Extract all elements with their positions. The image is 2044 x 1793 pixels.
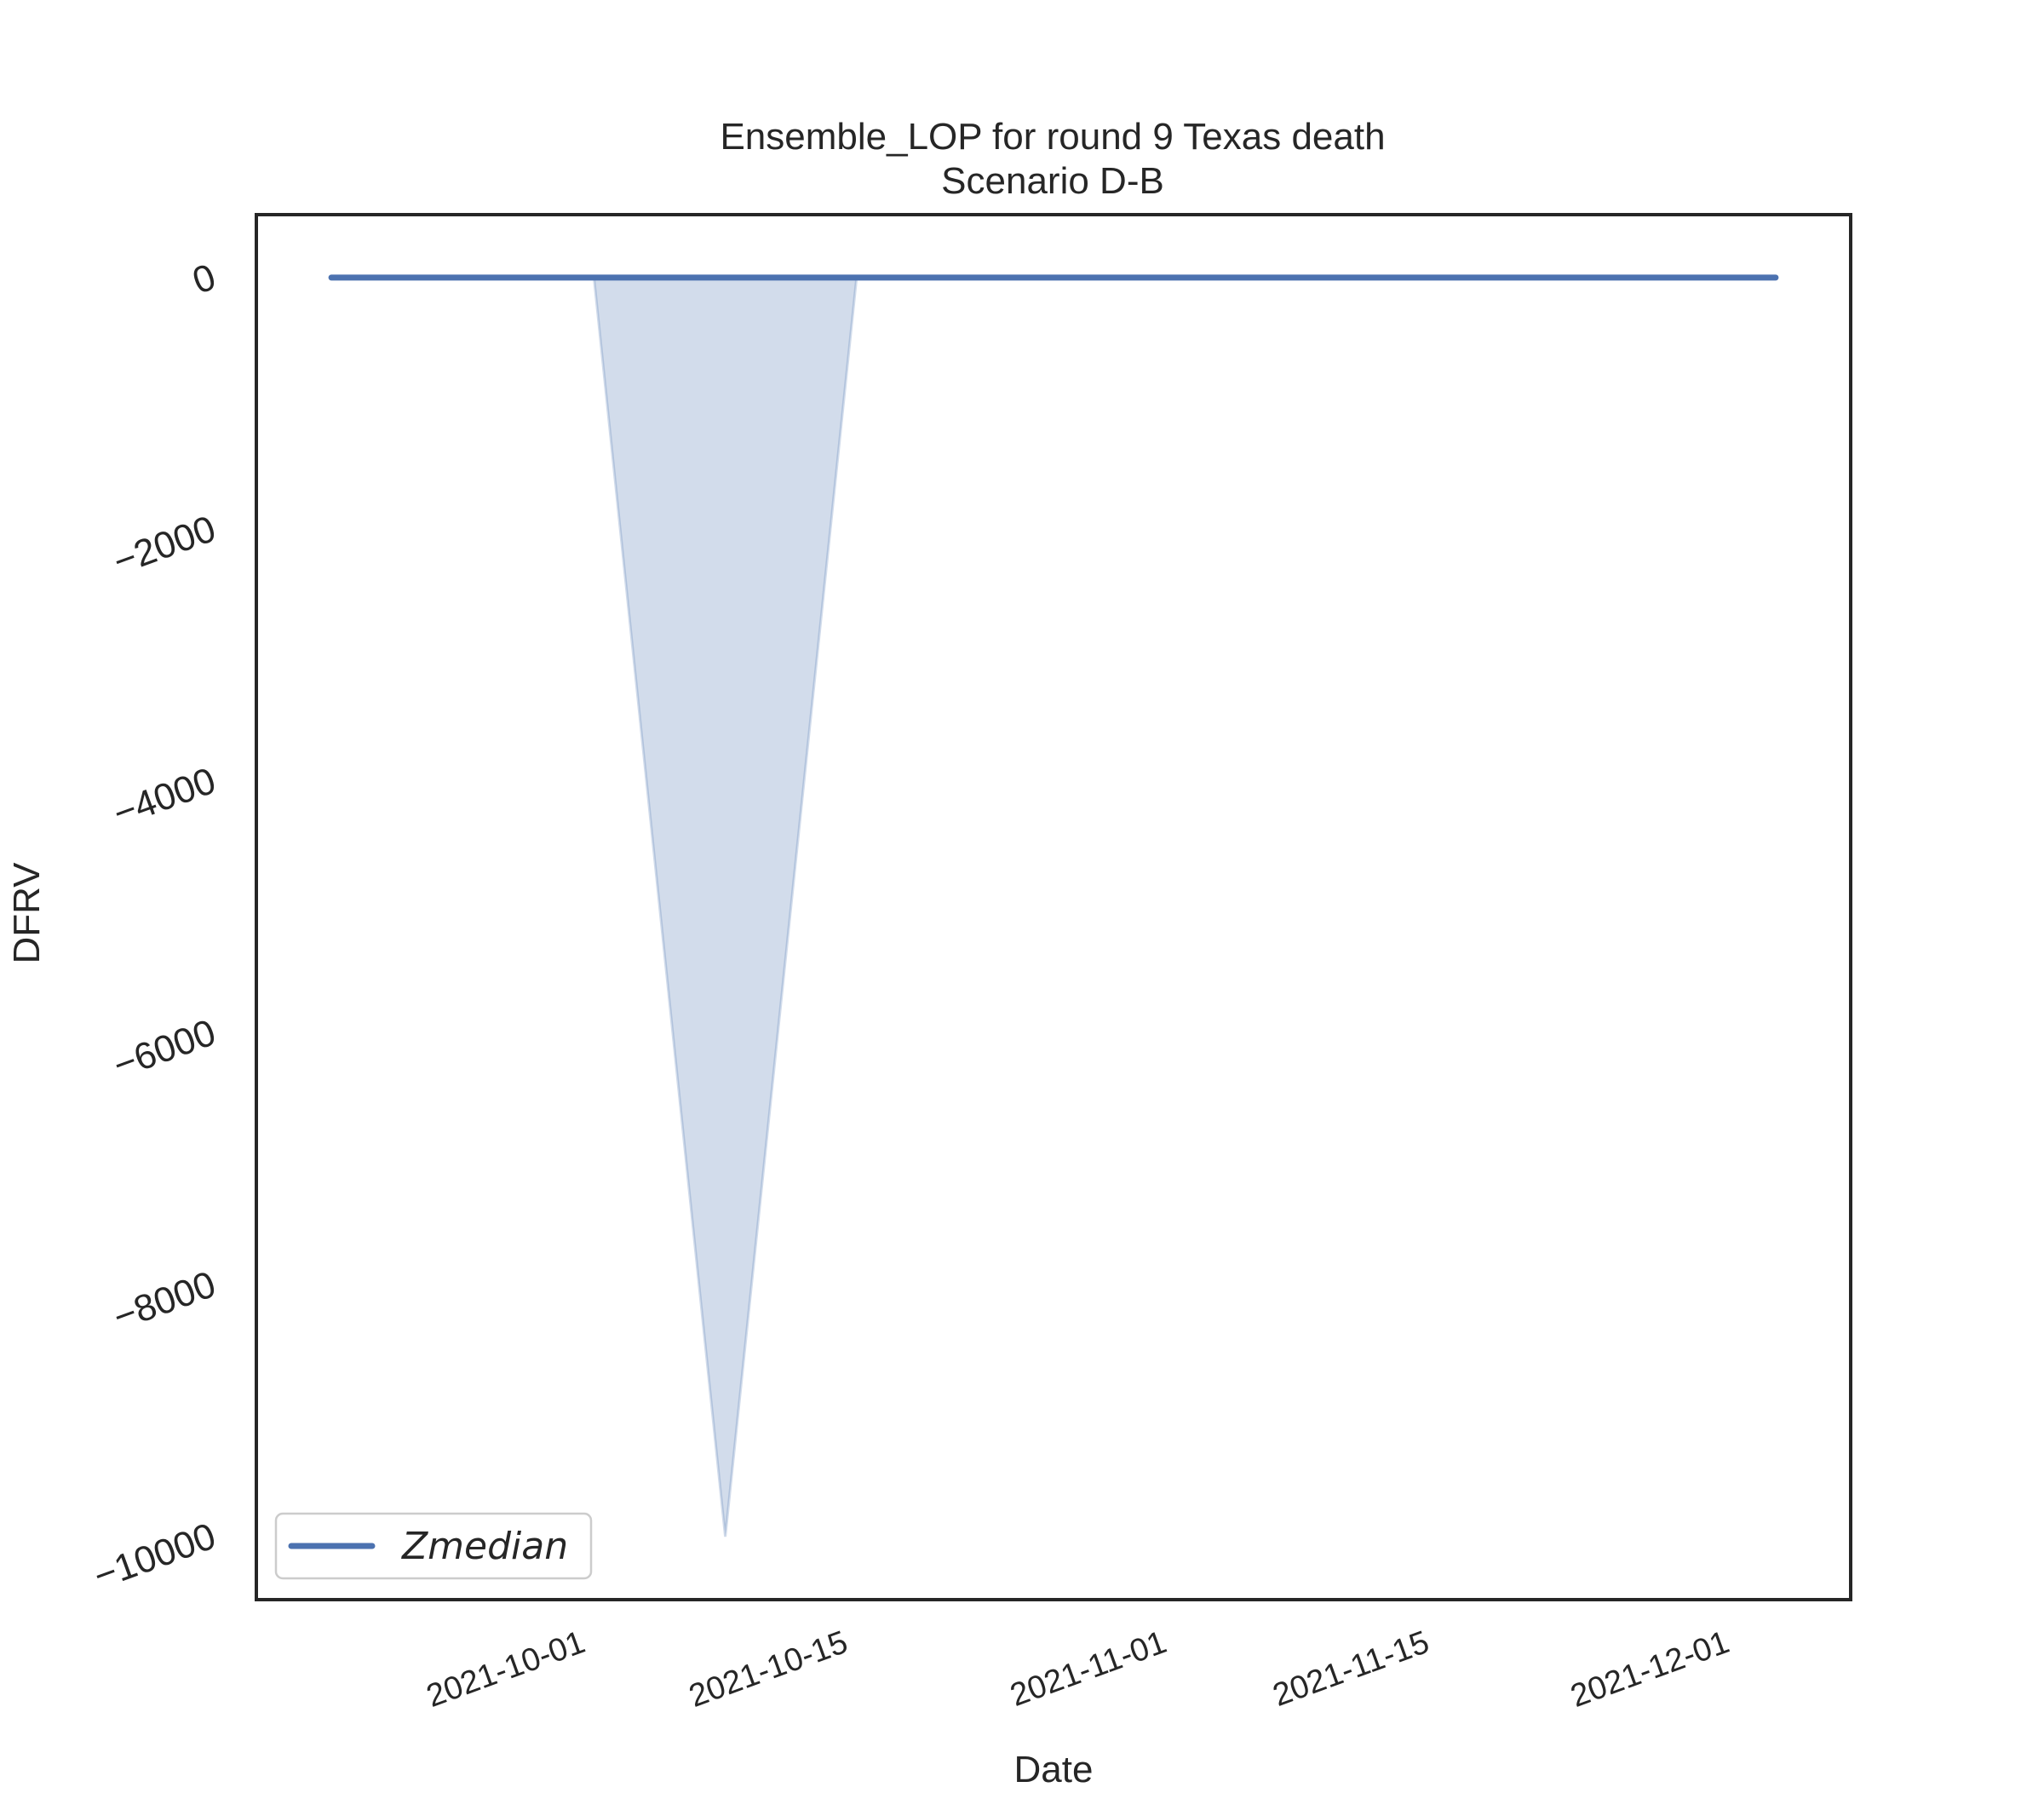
legend-box <box>274 1512 593 1580</box>
legend-label-zmedian: Zmedian <box>401 1525 568 1568</box>
chart-title: Ensemble_LOP for round 9 Texas death <box>720 116 1385 158</box>
y-axis-label: DFRV <box>6 862 48 964</box>
plot-area <box>328 274 1779 1537</box>
axes-frame <box>255 213 1852 1601</box>
x-axis-label: Date <box>1014 1749 1094 1789</box>
chart-subtitle: Scenario D-B <box>941 160 1164 202</box>
legend: Zmedian <box>274 1512 593 1580</box>
